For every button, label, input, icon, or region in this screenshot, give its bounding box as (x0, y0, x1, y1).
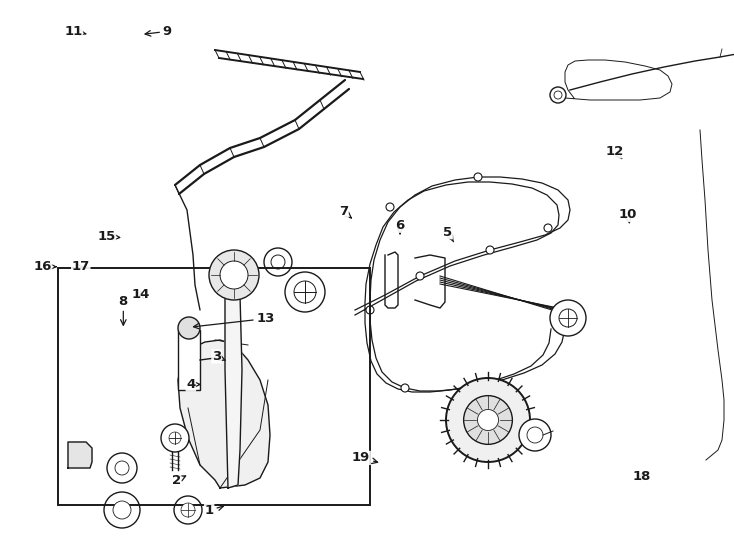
Circle shape (474, 173, 482, 181)
Text: 16: 16 (33, 260, 56, 273)
Circle shape (464, 396, 512, 444)
Text: 1: 1 (205, 504, 224, 517)
Text: 5: 5 (443, 226, 454, 242)
Polygon shape (225, 278, 242, 488)
Text: 4: 4 (186, 378, 200, 391)
Circle shape (544, 224, 552, 232)
Circle shape (401, 384, 409, 392)
Circle shape (264, 248, 292, 276)
Circle shape (554, 91, 562, 99)
Circle shape (366, 306, 374, 314)
Text: 19: 19 (352, 451, 377, 464)
Bar (58, 268, 370, 505)
Circle shape (416, 272, 424, 280)
Circle shape (386, 203, 394, 211)
Text: 15: 15 (98, 230, 120, 243)
Text: 13: 13 (194, 312, 275, 329)
Circle shape (486, 246, 494, 254)
Text: 12: 12 (606, 145, 624, 159)
Circle shape (271, 255, 285, 269)
Circle shape (115, 461, 129, 475)
Circle shape (550, 87, 566, 103)
Circle shape (104, 492, 140, 528)
Circle shape (519, 419, 551, 451)
Text: 2: 2 (172, 474, 186, 487)
Text: 17: 17 (72, 260, 90, 273)
Polygon shape (178, 340, 270, 488)
Text: 11: 11 (65, 25, 86, 38)
Text: 3: 3 (212, 350, 225, 363)
Circle shape (161, 424, 189, 452)
Circle shape (294, 281, 316, 303)
Polygon shape (178, 330, 200, 390)
Circle shape (181, 503, 195, 517)
Circle shape (527, 427, 543, 443)
Circle shape (550, 300, 586, 336)
Circle shape (178, 317, 200, 339)
Text: 18: 18 (633, 470, 652, 483)
Circle shape (113, 501, 131, 519)
Polygon shape (68, 442, 92, 468)
Text: 10: 10 (618, 208, 637, 223)
Circle shape (107, 453, 137, 483)
Text: 6: 6 (396, 219, 404, 234)
Text: 9: 9 (145, 25, 172, 38)
Circle shape (446, 378, 530, 462)
Text: 14: 14 (131, 288, 150, 301)
Circle shape (478, 409, 498, 430)
Circle shape (559, 309, 577, 327)
Text: 7: 7 (339, 205, 352, 218)
Circle shape (174, 496, 202, 524)
Circle shape (285, 272, 325, 312)
Circle shape (220, 261, 248, 289)
Text: 8: 8 (119, 295, 128, 325)
Circle shape (169, 432, 181, 444)
Circle shape (209, 250, 259, 300)
